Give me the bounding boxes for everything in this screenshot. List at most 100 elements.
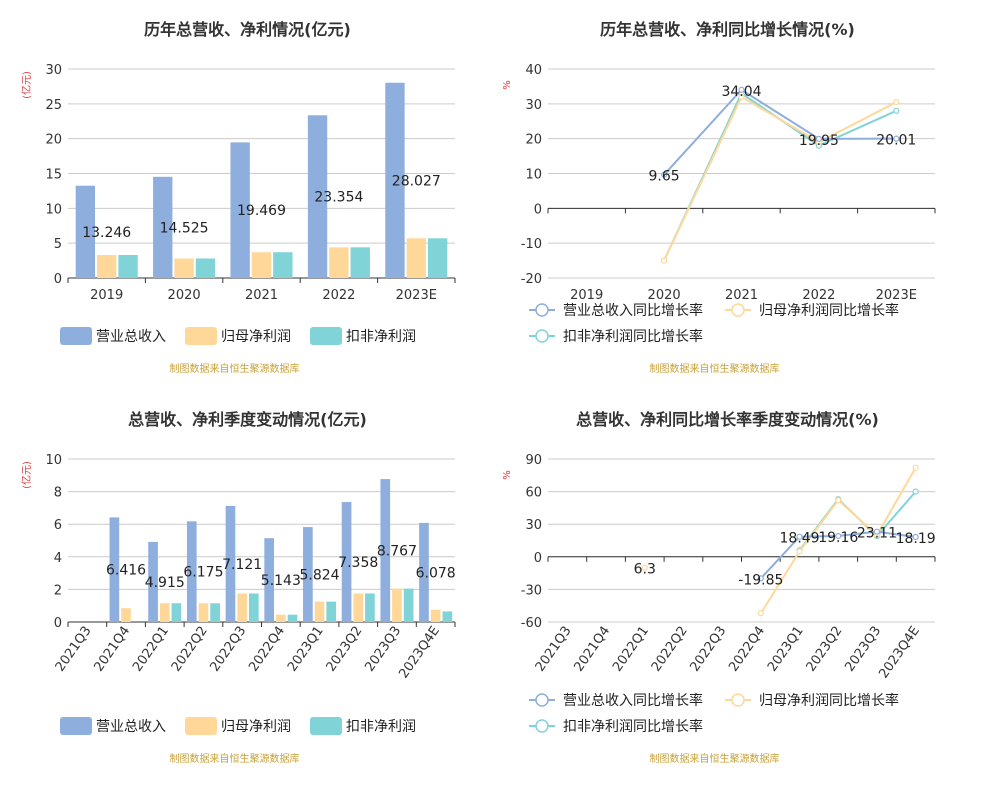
data-label: 14.525 — [160, 220, 209, 236]
x-tick-label: 2022Q3 — [688, 624, 730, 675]
x-tick-label: 2023Q1 — [285, 624, 327, 675]
bar-2 — [276, 614, 286, 622]
bar-3 — [248, 593, 259, 622]
legend-label: 营业总收入同比增长率 — [563, 692, 703, 709]
x-tick-label: 2022Q4 — [726, 624, 768, 675]
data-label: 8.767 — [377, 544, 417, 560]
y-tick-label: 30 — [525, 518, 542, 533]
y-tick-label: 2 — [54, 583, 62, 598]
x-tick-label: 2023Q2 — [324, 624, 366, 675]
data-label: 5.824 — [300, 568, 340, 584]
y-tick-label: 40 — [525, 63, 542, 78]
y-tick-label: 6 — [54, 518, 62, 533]
series-point-1 — [757, 575, 764, 582]
legend-label: 归母净利润同比增长率 — [759, 302, 899, 319]
source-note: 制图数据来自恒生聚源数据库 — [170, 752, 300, 765]
bar-1 — [186, 521, 197, 622]
y-tick-label: 30 — [45, 63, 62, 78]
data-label: 19.469 — [237, 203, 286, 219]
bar-3 — [118, 255, 138, 278]
legend-swatch — [310, 717, 342, 735]
y-axis-unit-label: % — [502, 80, 513, 90]
x-tick-label: 2020 — [648, 288, 681, 303]
bar-1 — [264, 538, 275, 622]
data-label: 7.121 — [222, 557, 262, 573]
data-label: 6.3 — [634, 562, 656, 578]
legend-swatch-marker — [535, 303, 549, 317]
data-label: 9.65 — [649, 169, 680, 185]
bar-3 — [365, 593, 375, 622]
series-point-2 — [757, 610, 764, 617]
legend-swatch — [60, 327, 92, 345]
bar-2 — [314, 601, 325, 622]
bar-2 — [329, 247, 349, 278]
bar-1 — [380, 479, 391, 622]
series-line-2 — [663, 95, 897, 262]
bar-3 — [210, 603, 220, 622]
data-label: 34.04 — [721, 84, 761, 100]
legend-label: 营业总收入同比增长率 — [563, 302, 703, 319]
series-point-3 — [893, 107, 900, 114]
bar-1 — [230, 142, 250, 278]
y-axis-unit-label: % — [502, 470, 513, 480]
x-tick-label: 2022Q1 — [610, 624, 652, 675]
legend-label: 归母净利润同比增长率 — [759, 692, 899, 709]
series-point-1 — [835, 532, 842, 540]
x-tick-label: 2021 — [725, 288, 758, 303]
y-tick-label: 20 — [45, 133, 62, 148]
data-label: 13.246 — [82, 225, 131, 241]
data-label: 6.078 — [416, 565, 456, 581]
legend-label: 归母净利润 — [221, 328, 291, 345]
bar-2 — [97, 255, 117, 278]
y-axis-unit-label: (亿元) — [20, 461, 33, 489]
y-tick-label: 8 — [54, 486, 62, 501]
series-point-1 — [873, 528, 881, 535]
source-note: 制图数据来自恒生聚源数据库 — [650, 752, 780, 765]
x-tick-label: 2021Q3 — [533, 624, 575, 675]
bar-2 — [237, 593, 247, 622]
series-point-3 — [912, 488, 919, 495]
bar-3 — [350, 247, 370, 278]
series-point-1 — [815, 135, 823, 142]
bar-1 — [419, 522, 429, 622]
bar-3 — [171, 603, 182, 622]
y-tick-label: 10 — [45, 202, 62, 217]
y-tick-label: 5 — [54, 237, 62, 252]
legend-label: 扣非净利润 — [346, 719, 416, 735]
bar-1 — [225, 505, 236, 622]
series-point-1 — [660, 171, 668, 178]
chart-title: 历年总营收、净利情况(亿元) — [144, 20, 351, 39]
bar-2 — [174, 258, 194, 278]
bar-2 — [159, 603, 170, 622]
x-tick-label: 2022Q3 — [208, 624, 250, 675]
bar-2 — [121, 608, 131, 622]
x-tick-label: 2023Q1 — [765, 624, 807, 675]
x-tick-label: 2023E — [876, 288, 917, 303]
chart-panel-2: 历年总营收、净利同比增长情况(%)% -20 -10 0 10 20 30 40 2019 202… — [502, 20, 936, 375]
bar-3 — [427, 238, 448, 278]
y-tick-label: -30 — [521, 583, 542, 598]
bar-3 — [403, 588, 414, 622]
series-point-1 — [912, 533, 919, 541]
legend-label: 营业总收入 — [96, 719, 166, 735]
series-point-2 — [641, 564, 648, 571]
legend-swatch — [185, 717, 217, 735]
source-note: 制图数据来自恒生聚源数据库 — [650, 362, 780, 375]
bar-3 — [442, 611, 453, 622]
data-label: -19.85 — [738, 572, 783, 588]
bar-2 — [430, 609, 441, 622]
series-point-1 — [796, 533, 803, 540]
x-tick-label: 2023Q3 — [362, 624, 404, 675]
data-label: 23.11 — [857, 526, 897, 542]
series-line-1 — [663, 88, 897, 176]
bar-2 — [392, 588, 402, 622]
y-tick-label: 0 — [534, 551, 542, 566]
legend-swatch-marker — [731, 303, 745, 317]
bar-2 — [198, 603, 209, 622]
chart-title: 总营收、净利同比增长率季度变动情况(%) — [576, 410, 879, 429]
data-label: 6.416 — [106, 563, 146, 579]
x-tick-label: 2023E — [396, 288, 437, 303]
bar-3 — [273, 252, 293, 278]
bar-1 — [148, 541, 158, 622]
